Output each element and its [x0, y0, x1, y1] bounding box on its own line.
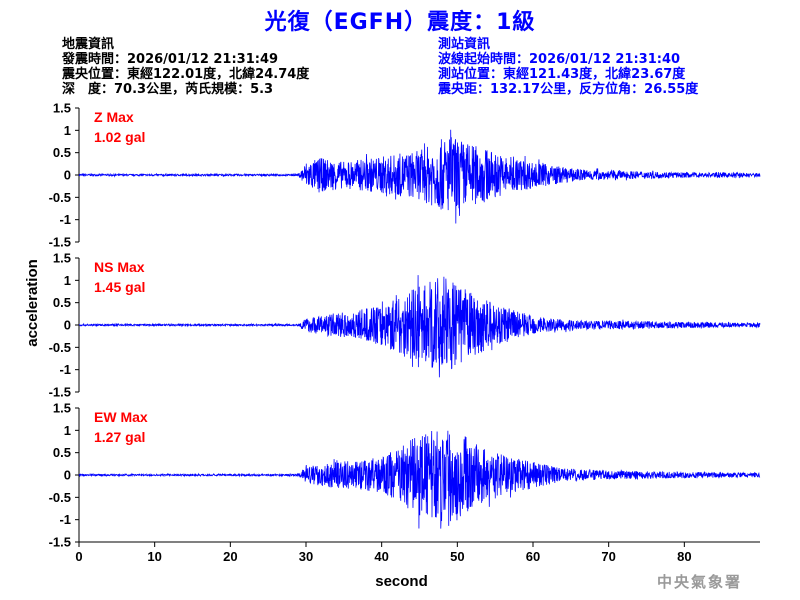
- y-tick-label: -0.5: [49, 490, 71, 505]
- y-tick-label: 0: [64, 168, 71, 183]
- waveform-z: [78, 129, 761, 224]
- max-label-ew: EW Max: [94, 409, 148, 425]
- y-tick-label: 1: [64, 423, 71, 438]
- x-tick-label: 50: [450, 549, 464, 564]
- x-tick-label: 10: [147, 549, 161, 564]
- y-tick-label: -1.5: [49, 235, 71, 250]
- station-info: 測站資訊 波線起始時間：2026/01/12 21:31:40 測站位置：東經1…: [438, 37, 698, 97]
- y-tick-label: -1.5: [49, 535, 71, 550]
- y-axis-label: acceleration: [24, 259, 41, 347]
- y-tick-label: -1: [59, 362, 71, 377]
- y-tick-label: 0.5: [53, 145, 71, 160]
- epicenter-location: 震央位置：東經122.01度，北緯24.74度: [62, 67, 310, 82]
- x-tick-label: 80: [677, 549, 691, 564]
- y-tick-label: 0.5: [53, 445, 71, 460]
- y-tick-label: 1: [64, 123, 71, 138]
- y-tick-label: -0.5: [49, 190, 71, 205]
- waveform-start-time: 波線起始時間：2026/01/12 21:31:40: [438, 52, 681, 67]
- max-value-ew: 1.27 gal: [94, 429, 145, 445]
- x-tick-label: 0: [75, 549, 82, 564]
- y-tick-label: 0: [64, 318, 71, 333]
- y-tick-label: 0: [64, 468, 71, 483]
- station-info-heading: 測站資訊: [438, 37, 491, 52]
- max-label-ns: NS Max: [94, 259, 145, 275]
- x-tick-label: 70: [601, 549, 615, 564]
- x-tick-label: 30: [299, 549, 313, 564]
- x-tick-label: 40: [374, 549, 388, 564]
- depth-magnitude: 深 度：70.3公里，芮氏規模：5.3: [62, 82, 274, 97]
- waveform-ew: [78, 430, 761, 529]
- max-value-ns: 1.45 gal: [94, 279, 145, 295]
- y-tick-label: -0.5: [49, 340, 71, 355]
- y-tick-label: -1.5: [49, 385, 71, 400]
- station-location: 測站位置：東經121.43度，北緯23.67度: [438, 67, 686, 82]
- max-value-z: 1.02 gal: [94, 129, 145, 145]
- y-tick-label: -1: [59, 512, 71, 527]
- epicentral-distance: 震央距：132.17公里，反方位角：26.55度: [438, 82, 699, 97]
- y-tick-label: 1.5: [53, 101, 71, 116]
- y-tick-label: -1: [59, 212, 71, 227]
- earthquake-info: 地震資訊 發震時間：2026/01/12 21:31:49 震央位置：東經122…: [62, 37, 309, 97]
- waveform-ns: [78, 275, 761, 378]
- page-title: 光復（EGFH）震度：1級: [264, 10, 536, 35]
- x-tick-label: 60: [526, 549, 540, 564]
- x-tick-label: 20: [223, 549, 237, 564]
- y-tick-label: 0.5: [53, 295, 71, 310]
- agency-logo-text: 中央氣象署: [657, 573, 743, 591]
- origin-time: 發震時間：2026/01/12 21:31:49: [62, 52, 279, 67]
- x-axis-label: second: [375, 573, 428, 590]
- y-tick-label: 1: [64, 273, 71, 288]
- max-label-z: Z Max: [94, 109, 134, 125]
- y-tick-label: 1.5: [53, 251, 71, 266]
- y-tick-label: 1.5: [53, 401, 71, 416]
- earthquake-info-heading: 地震資訊: [62, 37, 115, 52]
